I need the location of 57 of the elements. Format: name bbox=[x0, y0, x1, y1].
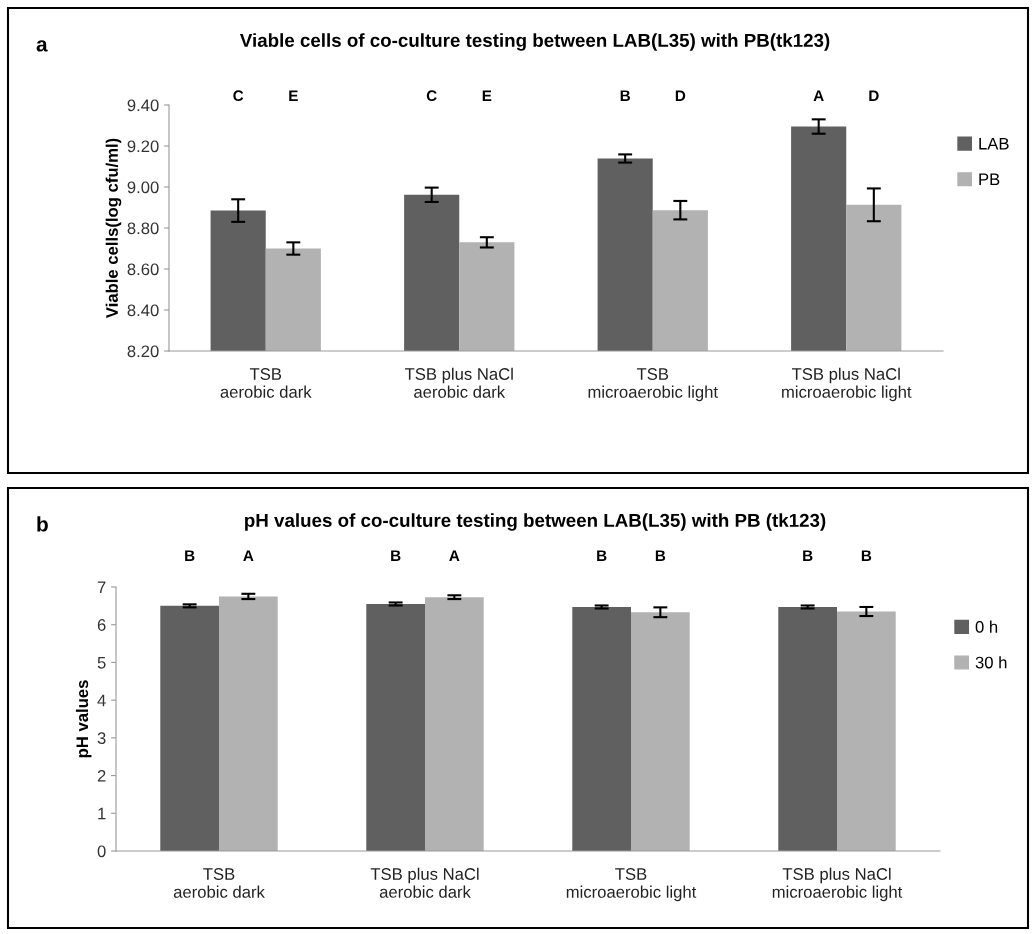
x-tick-label: TSB plus NaCl aerobic dark bbox=[370, 867, 479, 898]
text: B bbox=[861, 550, 872, 561]
chart-title: Viable cells of co-culture testing between LAB(L35) with PB(tk123) bbox=[239, 33, 830, 51]
legend-label: PB bbox=[979, 173, 1000, 186]
y-tick-label: 8.40 bbox=[127, 304, 159, 317]
text: B bbox=[620, 90, 630, 101]
x-tick-label: TSB microaerobic light bbox=[588, 368, 718, 402]
text: A bbox=[449, 550, 460, 561]
y-tick-label: 9.20 bbox=[127, 140, 159, 153]
bar bbox=[366, 603, 425, 851]
y-tick-label: 2 bbox=[97, 769, 106, 782]
text: B bbox=[803, 550, 813, 561]
text: D bbox=[869, 90, 879, 101]
bar bbox=[160, 605, 219, 851]
text: b bbox=[37, 516, 48, 532]
text: A bbox=[813, 90, 824, 101]
y-tick-label: 0 bbox=[97, 845, 106, 858]
bar bbox=[837, 611, 896, 851]
text: A bbox=[243, 550, 254, 561]
text: B bbox=[655, 550, 666, 561]
x-tick-label: TSB aerobic dark bbox=[220, 368, 312, 398]
y-tick-label: 9.40 bbox=[127, 99, 159, 112]
text: D bbox=[675, 90, 686, 101]
y-tick-label: 3 bbox=[97, 732, 106, 745]
y-tick-label: 6 bbox=[97, 619, 106, 631]
y-tick-label: 5 bbox=[97, 657, 106, 669]
x-tick-label: TSB plus NaCl aerobic dark bbox=[404, 367, 513, 398]
text: a bbox=[36, 40, 48, 52]
bar bbox=[631, 612, 690, 851]
bar bbox=[219, 596, 278, 851]
y-tick-label: 7 bbox=[97, 581, 106, 594]
text: C bbox=[426, 90, 437, 102]
x-tick-label: TSB aerobic dark bbox=[173, 868, 265, 898]
x-tick-label: TSB plus NaCl microaerobic light bbox=[772, 867, 903, 902]
legend-label: 0 h bbox=[975, 620, 998, 633]
text: E bbox=[289, 90, 298, 101]
legend-label: LAB bbox=[979, 137, 1009, 150]
legend-label: 30 h bbox=[975, 656, 1007, 669]
y-tick-label: 1 bbox=[98, 807, 106, 820]
text: B bbox=[391, 550, 401, 561]
y-axis-title: pH values bbox=[75, 680, 92, 758]
y-tick-label: 8.20 bbox=[127, 345, 159, 358]
y-tick-label: 8.60 bbox=[127, 263, 159, 276]
x-tick-label: TSB plus NaCl microaerobic light bbox=[782, 367, 912, 402]
y-tick-label: 4 bbox=[97, 694, 106, 707]
bar bbox=[778, 606, 837, 851]
x-tick-label: TSB microaerobic light bbox=[566, 868, 697, 902]
y-tick-label: 9.00 bbox=[127, 181, 159, 194]
text: B bbox=[597, 550, 607, 561]
y-tick-label: 8.80 bbox=[127, 222, 159, 235]
bar bbox=[425, 597, 484, 851]
text: B bbox=[185, 550, 195, 561]
text: C bbox=[233, 90, 244, 102]
y-axis-title: Viable cells(log cfu/ml) bbox=[105, 138, 122, 319]
chart-title: pH values of co-culture testing between LAB(L35) with PB (tk123) bbox=[245, 513, 826, 531]
text: E bbox=[482, 90, 492, 101]
bar bbox=[572, 606, 631, 851]
